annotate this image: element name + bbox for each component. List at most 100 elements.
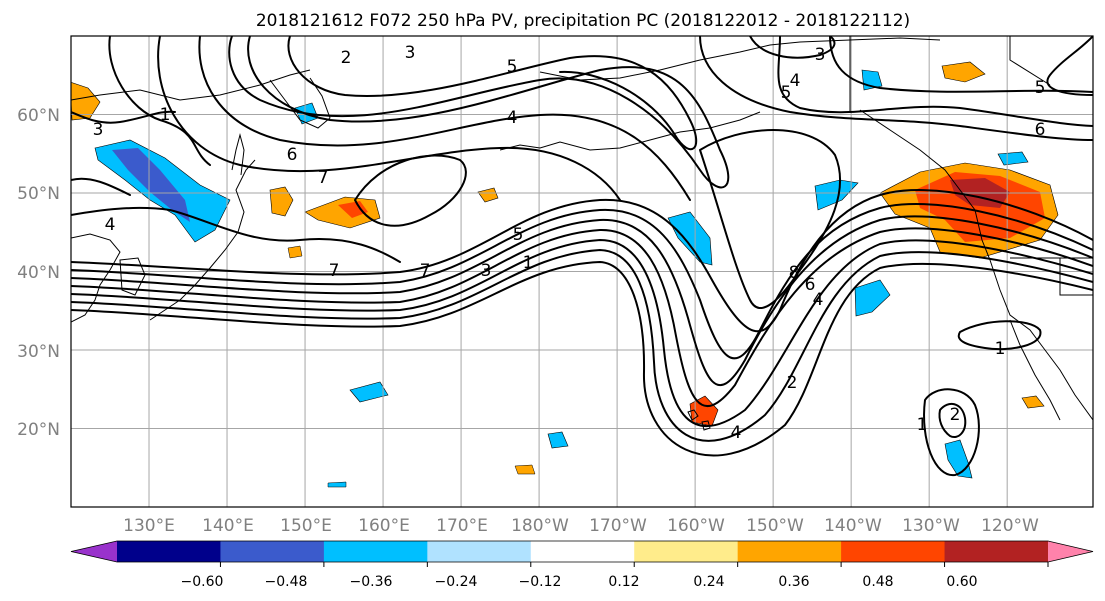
contour-label: 2 <box>950 405 961 425</box>
lat-label-20: 20°N <box>17 420 60 440</box>
lon-label-130w: 130°W <box>902 516 960 536</box>
contour-label: 1 <box>523 253 534 273</box>
pv-contour-jet-5 <box>71 239 1093 428</box>
contour-label: 5 <box>507 57 518 77</box>
colorbar-segment <box>323 541 428 562</box>
precip-area-gulf <box>814 179 859 211</box>
coastline-korea <box>119 257 146 296</box>
colorbar-tick-label: −0.36 <box>350 574 393 590</box>
contour-label: 2 <box>787 373 798 393</box>
contour-label: 7 <box>318 168 329 188</box>
contour-label: 4 <box>813 290 824 310</box>
coastline-canada-border <box>849 36 1051 112</box>
precip-core-pnw <box>915 172 1045 242</box>
contour-label: 4 <box>731 423 742 443</box>
contour-label: 7 <box>420 261 431 281</box>
precip-area-bc <box>997 151 1029 166</box>
figure-title: 2018121612 F072 250 hPa PV, precipitatio… <box>256 11 910 31</box>
coastline-aleutians <box>499 111 761 151</box>
contour-label: 5 <box>1035 78 1046 98</box>
colorbar-segment <box>841 541 946 562</box>
coastline-kamchatka <box>269 77 331 129</box>
contour-label: 6 <box>1035 120 1046 140</box>
contour-label: 3 <box>815 45 826 65</box>
colorbar-segment <box>427 541 532 562</box>
precip-shading <box>71 61 1059 488</box>
precip-core-japan-sea <box>112 148 190 222</box>
contour-labels: 2 3 3 5 4 5 3 5 4 6 7 6 4 7 7 3 1 5 8 6 … <box>93 43 1046 443</box>
pv-contour-baja-low-1 <box>923 388 980 477</box>
pv-contour-north-3 <box>198 36 691 201</box>
precip-area-east-japan <box>269 186 294 217</box>
contour-label: 3 <box>93 120 104 140</box>
colorbar: −0.60 −0.48 −0.36 −0.24 −0.12 0.12 0.24 … <box>70 540 1094 590</box>
contour-label: 6 <box>805 275 816 295</box>
pv-contour-jet-3 <box>71 215 1093 386</box>
pv-contour-north-2 <box>287 36 698 150</box>
coastline-us-border <box>1010 257 1093 296</box>
precip-area-mexico <box>1021 395 1045 409</box>
pv-contour-jet-6 <box>71 249 1093 442</box>
pv-contour-alaska-4 <box>749 36 836 59</box>
colorbar-ticks <box>219 562 1049 567</box>
pv-contour-jet-4 <box>71 227 1093 408</box>
pv-contour-ca-low <box>957 320 1042 351</box>
pv-contour-jet-2 <box>71 203 1093 360</box>
precip-area-ca-coast <box>854 279 891 317</box>
precip-area-trough <box>667 211 713 266</box>
precip-area-small-3 <box>514 464 536 475</box>
lat-label-40: 40°N <box>17 263 60 283</box>
colorbar-extend-high <box>1048 541 1093 562</box>
contour-label: 1 <box>917 415 928 435</box>
colorbar-segments <box>70 540 1094 563</box>
pv-contour-jet-1 <box>71 189 1093 333</box>
colorbar-segment <box>634 541 739 562</box>
coastline-sakhalin <box>231 133 245 176</box>
contour-label: 4 <box>507 108 518 128</box>
lon-label-180w: 180°W <box>511 516 569 536</box>
coastline-pnw <box>859 109 1093 421</box>
coastline-okhotsk <box>71 69 311 101</box>
lon-label-170w: 170°W <box>589 516 647 536</box>
colorbar-tick-label: 0.24 <box>693 574 724 590</box>
pv-contours <box>71 36 1093 477</box>
precip-area-small-1 <box>477 187 499 203</box>
colorbar-extend-low <box>71 541 117 562</box>
pv-contour-alaska-3 <box>829 36 1093 93</box>
lon-label-150w: 150°W <box>746 516 804 536</box>
colorbar-segment <box>530 541 635 562</box>
coastline-asia <box>71 233 121 323</box>
colorbar-tick-label: −0.60 <box>181 574 224 590</box>
pv-contour-east-1 <box>1046 36 1093 96</box>
lat-label-50: 50°N <box>17 184 60 204</box>
lon-label-140w: 140°W <box>824 516 882 536</box>
precip-area-yukon <box>941 61 986 83</box>
colorbar-tick-label: 0.36 <box>778 574 809 590</box>
colorbar-tick-label: 0.12 <box>608 574 639 590</box>
lon-label-150e: 150°E <box>280 516 332 536</box>
colorbar-outline <box>70 540 1094 563</box>
pv-contour-north-5 <box>108 36 211 166</box>
contour-label: 3 <box>405 43 416 63</box>
pv-contour-north-4 <box>157 36 621 201</box>
contour-label: 4 <box>105 215 116 235</box>
colorbar-tick-label: −0.12 <box>519 574 562 590</box>
pv-contour-north-1 <box>228 36 730 189</box>
colorbar-segment <box>737 541 842 562</box>
contour-label: 5 <box>781 83 792 103</box>
contour-label: 3 <box>481 261 492 281</box>
pv-contour-west-2 <box>71 177 131 196</box>
colorbar-segment <box>944 541 1049 562</box>
coastline-hawaii <box>687 409 711 431</box>
lat-label-30: 30°N <box>17 342 60 362</box>
precip-core-central <box>338 201 368 218</box>
colorbar-tick-label: −0.24 <box>435 574 478 590</box>
colorbar-segment <box>117 541 221 562</box>
contour-label: 6 <box>287 145 298 165</box>
contour-label: 7 <box>329 261 340 281</box>
lon-label-160w: 160°W <box>667 516 725 536</box>
colorbar-tick-label: 0.48 <box>862 574 893 590</box>
colorbar-segment <box>220 541 325 562</box>
precip-area-small-4 <box>327 481 347 488</box>
